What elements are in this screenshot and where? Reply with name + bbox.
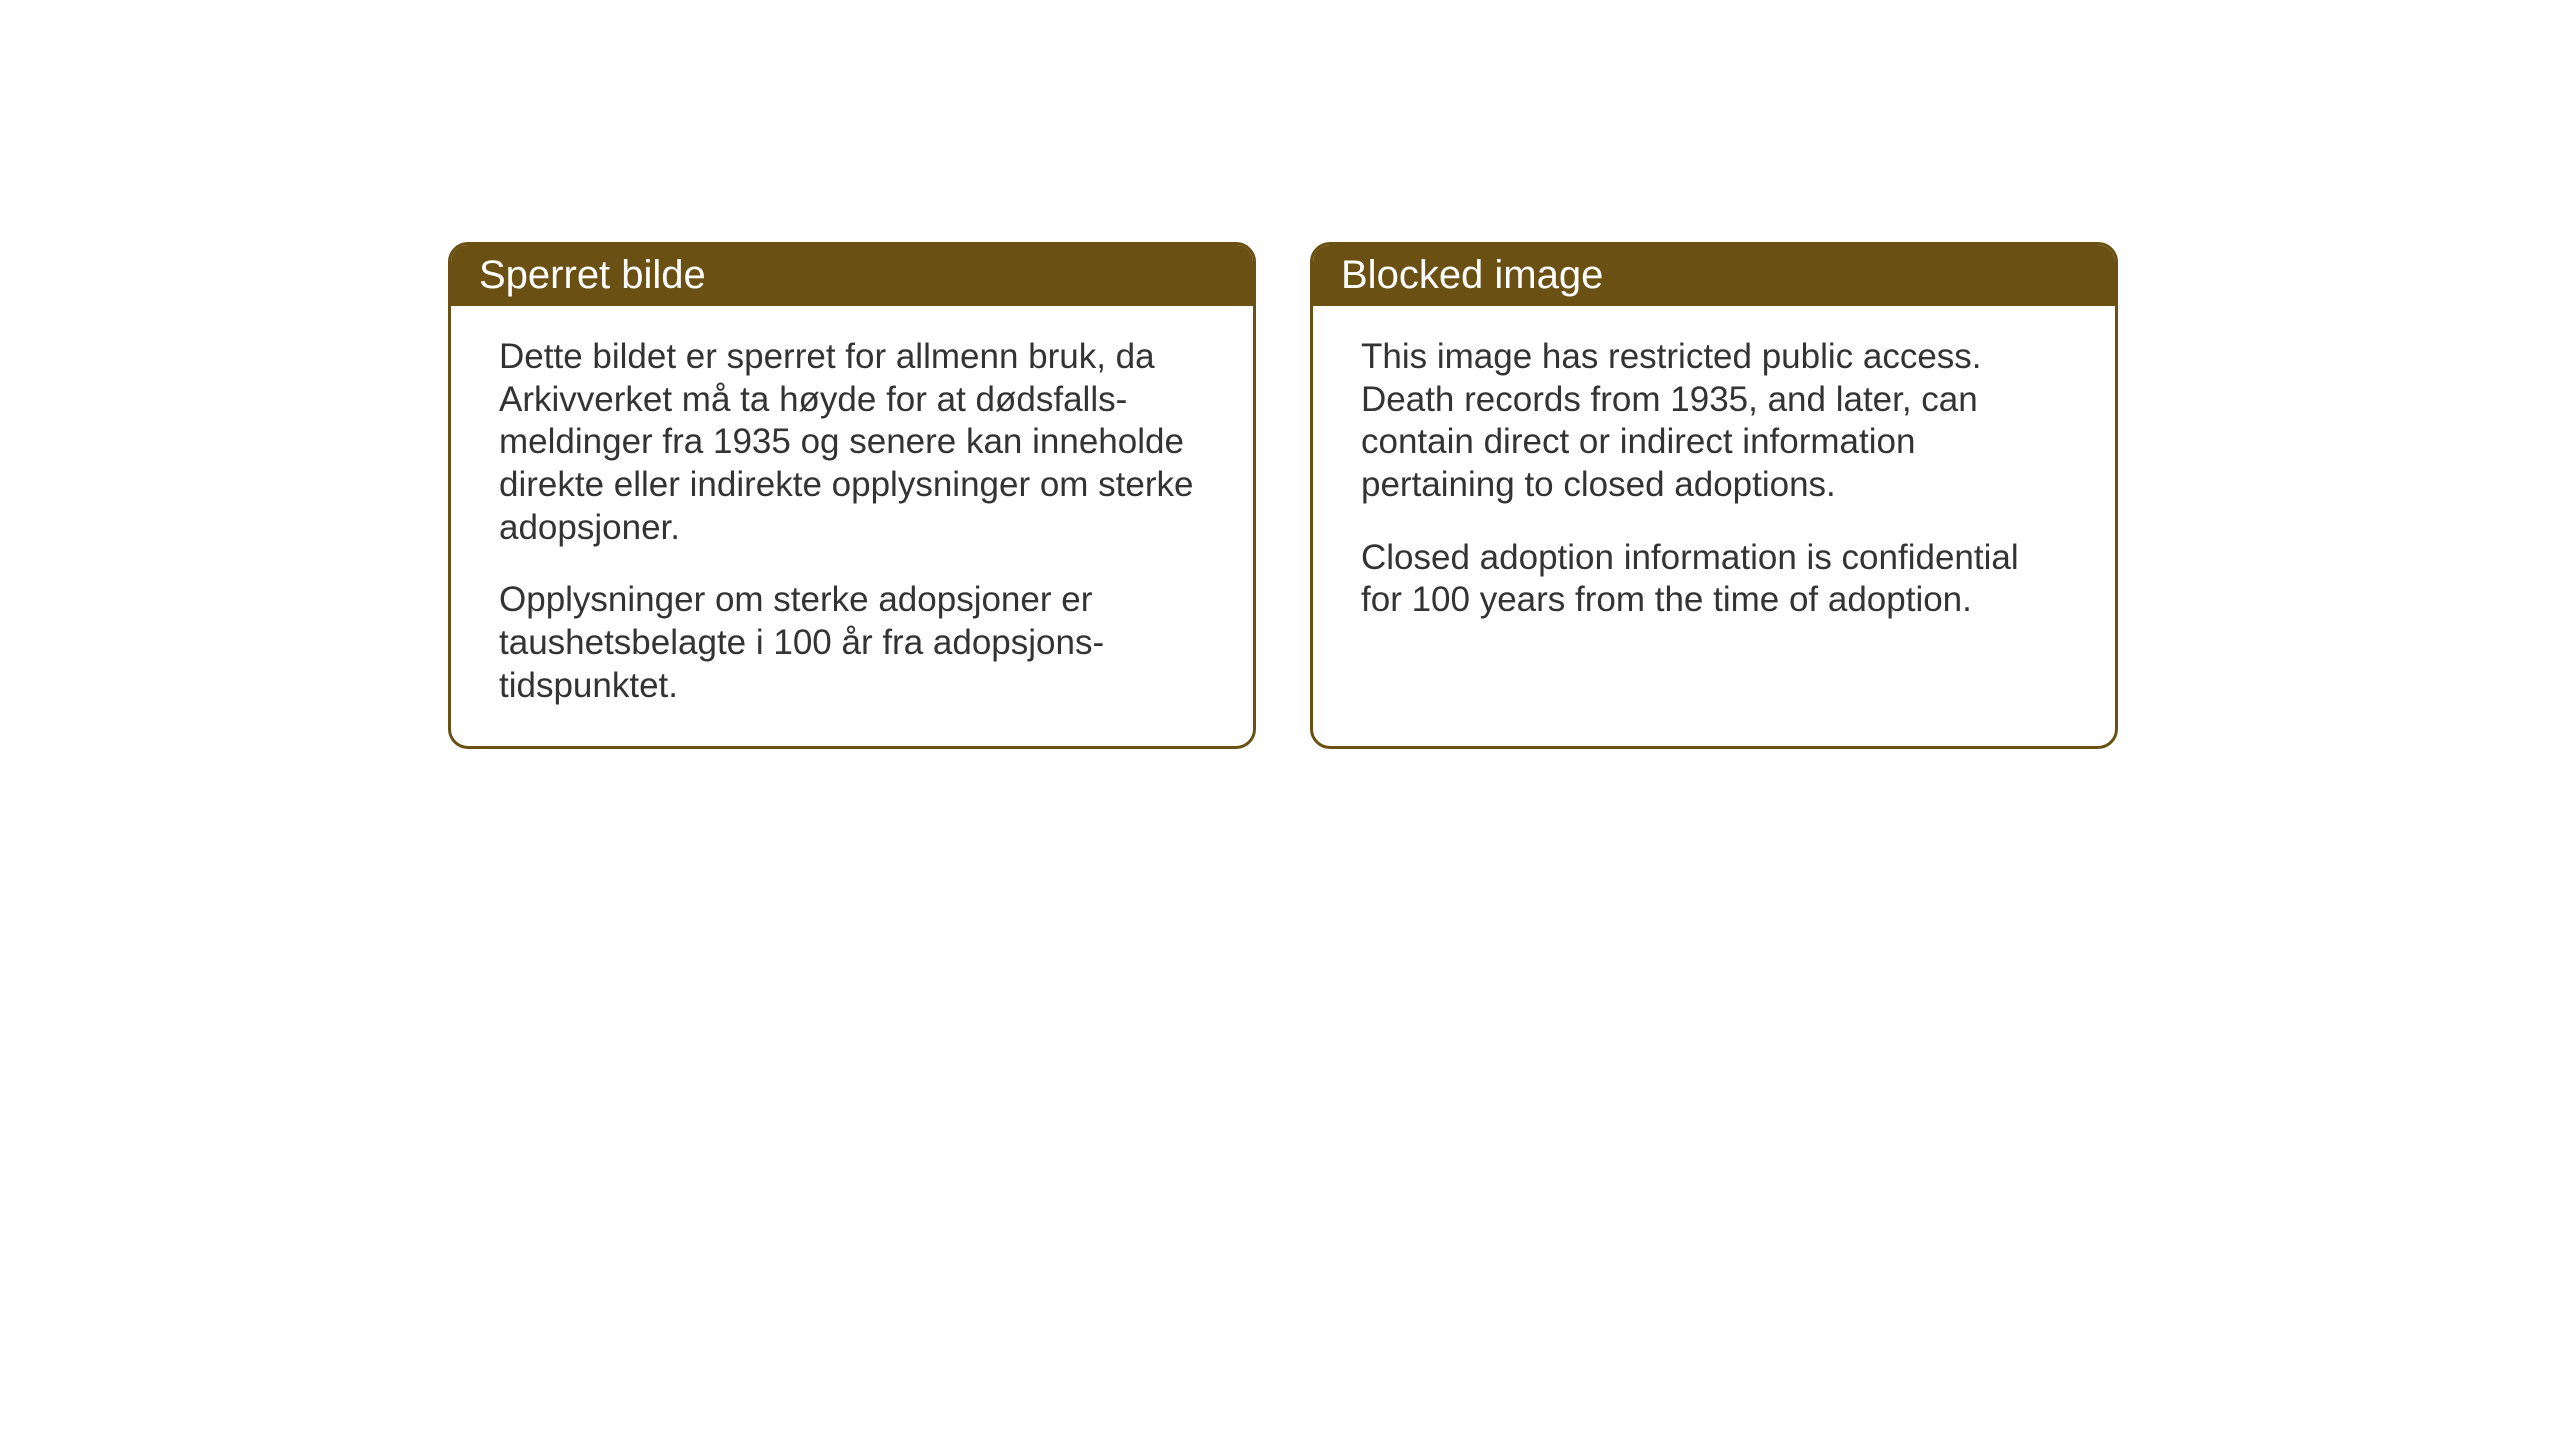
notice-card-english: Blocked image This image has restricted … [1310, 242, 2118, 749]
card-title-english: Blocked image [1341, 253, 1603, 297]
card-header-norwegian: Sperret bilde [451, 245, 1253, 306]
card-paragraph-2-norwegian: Opplysninger om sterke adopsjoner er tau… [499, 579, 1205, 707]
card-body-norwegian: Dette bildet er sperret for allmenn bruk… [451, 306, 1253, 746]
card-body-english: This image has restricted public access.… [1313, 306, 2115, 660]
card-header-english: Blocked image [1313, 245, 2115, 306]
card-paragraph-2-english: Closed adoption information is confident… [1361, 537, 2067, 622]
card-title-norwegian: Sperret bilde [479, 253, 706, 297]
card-paragraph-1-english: This image has restricted public access.… [1361, 336, 2067, 507]
notice-card-norwegian: Sperret bilde Dette bildet er sperret fo… [448, 242, 1256, 749]
notice-cards-container: Sperret bilde Dette bildet er sperret fo… [448, 242, 2118, 749]
card-paragraph-1-norwegian: Dette bildet er sperret for allmenn bruk… [499, 336, 1205, 549]
